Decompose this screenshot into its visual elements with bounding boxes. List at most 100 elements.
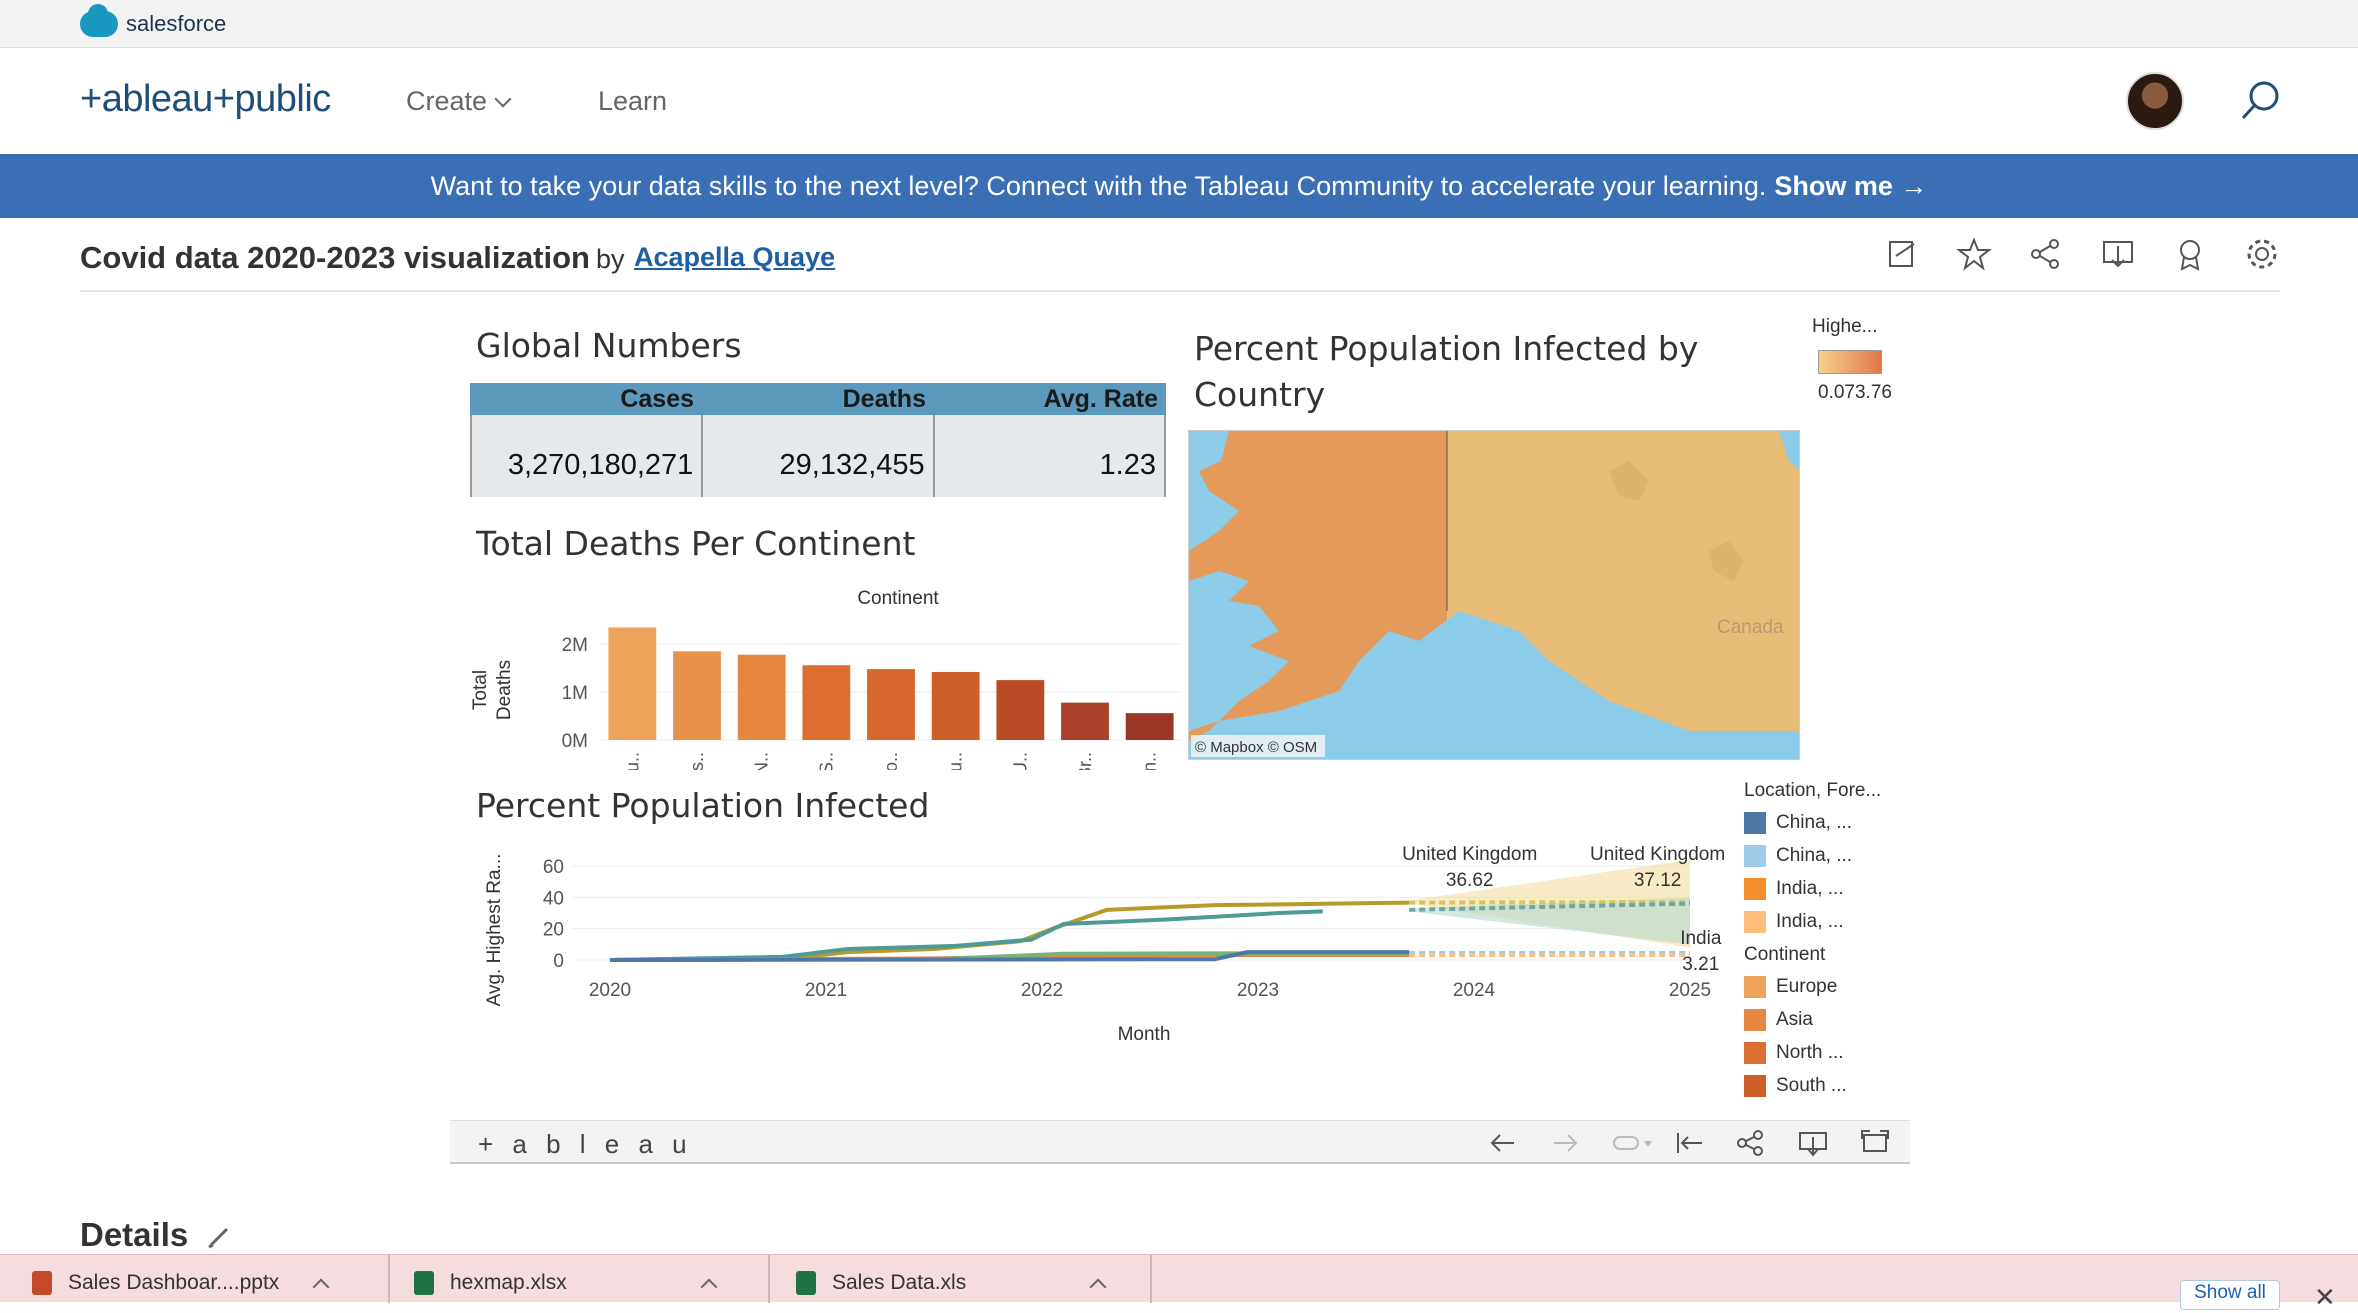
legend-location-items: China, ... China, ... India, ... India, ... — [1744, 806, 1881, 938]
legend-item[interactable]: North ... — [1744, 1036, 1881, 1069]
replay-icon[interactable] — [1612, 1129, 1652, 1157]
bar-column-header: Continent — [857, 588, 939, 609]
legend-item[interactable]: China, ... — [1744, 839, 1881, 872]
map-attribution: © Mapbox © OSM — [1195, 739, 1317, 756]
line-x-tick-label: 2023 — [1237, 980, 1279, 1001]
badge-icon[interactable] — [2172, 236, 2208, 272]
line-chart[interactable]: Avg. Highest Ra... 60 40 20 0 2020 2021 2022 202… — [470, 840, 1790, 1100]
download-icon[interactable] — [2100, 236, 2136, 272]
y-label-word: Total — [470, 670, 491, 710]
settings-gear-icon[interactable] — [2244, 236, 2280, 272]
line-annotation-value: 3.21 — [1682, 954, 1719, 975]
bar-category-label: S.. — [816, 752, 836, 770]
map-legend-values: 0.073.76 — [1818, 382, 1892, 403]
value-deaths[interactable]: 29,132,455 — [703, 415, 935, 497]
viz-title-row: Covid data 2020-2023 visualization by Ac… — [80, 232, 2280, 292]
bar-category-label: U.. — [1010, 752, 1030, 770]
search-icon[interactable] — [2238, 78, 2284, 124]
undo-arrow-icon[interactable] — [1488, 1129, 1518, 1157]
download-item-pptx[interactable]: Sales Dashboar....pptx — [32, 1263, 330, 1303]
map-view[interactable]: Canada © Mapbox © OSM — [1188, 430, 1800, 760]
value-avg-rate[interactable]: 1.23 — [935, 415, 1166, 497]
salesforce-label[interactable]: salesforce — [126, 10, 227, 36]
line-annotation-value: 36.62 — [1446, 870, 1494, 891]
banner-show-me-link[interactable]: Show me → — [1774, 170, 1928, 201]
line-y-tick-label: 0 — [553, 951, 564, 972]
chevron-up-icon[interactable] — [700, 1278, 718, 1296]
show-all-button[interactable]: Show all — [2180, 1280, 2280, 1310]
table-row: 3,270,180,271 29,132,455 1.23 — [470, 415, 1166, 497]
bar-category-label: Eu.. — [946, 752, 966, 770]
download-filename: Sales Dashboar....pptx — [68, 1271, 280, 1294]
download-divider — [388, 1255, 390, 1303]
nav-learn-label: Learn — [598, 86, 668, 116]
nav-learn[interactable]: Learn — [598, 86, 667, 117]
header-deaths: Deaths — [842, 385, 926, 413]
fullscreen-icon[interactable] — [1860, 1129, 1890, 1157]
favorite-star-icon[interactable] — [1956, 236, 1992, 272]
legend-item[interactable]: South ... — [1744, 1069, 1881, 1102]
legend-swatch — [1744, 1041, 1766, 1064]
tableau-public-logo[interactable]: +ableau+public — [80, 78, 331, 121]
by-label: by — [596, 244, 625, 274]
viz-title: Covid data 2020-2023 visualization — [80, 240, 590, 275]
legend-item[interactable]: Asia — [1744, 1003, 1881, 1036]
download-filename: hexmap.xlsx — [450, 1271, 567, 1294]
line-chart-legend: Location, Fore... China, ... China, ... In… — [1744, 774, 1881, 1102]
global-numbers-table: Cases Deaths Avg. Rate 3,270,180,271 29,… — [470, 383, 1166, 497]
viz-toolbar — [1884, 236, 2280, 272]
line-annotation-label: United Kingdom — [1590, 844, 1725, 865]
legend-label: North ... — [1776, 1041, 1844, 1063]
revert-icon[interactable] — [1674, 1129, 1704, 1157]
value-cases[interactable]: 3,270,180,271 — [472, 415, 704, 497]
legend-swatch — [1744, 811, 1766, 834]
line-x-tick-label: 2024 — [1453, 980, 1496, 1001]
nav-create[interactable]: Create — [406, 86, 512, 117]
y-label-word: Deaths — [494, 660, 515, 720]
download-item-xls[interactable]: Sales Data.xls — [796, 1263, 1107, 1303]
tableau-toolbar-logo[interactable]: + a b l e a u — [478, 1129, 693, 1159]
download-divider — [1150, 1255, 1152, 1303]
edit-icon[interactable] — [1884, 236, 1920, 272]
download-item-xlsx[interactable]: hexmap.xlsx — [414, 1263, 718, 1303]
share-icon[interactable] — [2028, 236, 2064, 272]
avatar[interactable] — [2126, 72, 2184, 130]
map-title-line1: Percent Population Infected by — [1194, 329, 1699, 368]
close-icon[interactable]: ✕ — [2314, 1282, 2336, 1312]
bar-category-label: As.. — [687, 752, 707, 770]
map-svg: Canada © Mapbox © OSM — [1189, 431, 1799, 759]
header-cases: Cases — [620, 385, 694, 413]
legend-label: Europe — [1776, 975, 1838, 997]
legend-label: India, ... — [1776, 877, 1844, 899]
bar-y-axis-label: Total Deaths — [470, 660, 515, 720]
nav-create-label: Create — [406, 86, 488, 116]
details-heading: Details — [80, 1216, 233, 1254]
bar — [867, 669, 915, 740]
toolbar-download-icon[interactable] — [1798, 1129, 1828, 1157]
forecast-line-uk-alt — [1409, 901, 1691, 912]
legend-item[interactable]: Europe — [1744, 970, 1881, 1003]
chevron-up-icon[interactable] — [312, 1278, 330, 1296]
bar — [1125, 713, 1174, 740]
author-link[interactable]: Acapella Quaye — [634, 242, 836, 272]
toolbar-share-icon[interactable] — [1736, 1129, 1766, 1157]
legend-item[interactable]: India, ... — [1744, 905, 1881, 938]
line-y-tick-label: 60 — [543, 857, 564, 878]
edit-pencil-icon[interactable] — [207, 1223, 233, 1249]
header-avg-rate: Avg. Rate — [1043, 385, 1158, 413]
downloads-bar: Sales Dashboar....pptx hexmap.xlsx Sales… — [0, 1254, 2358, 1303]
bar-y-tick-label: 1M — [562, 683, 588, 704]
pptx-file-icon — [32, 1271, 52, 1295]
download-filename: Sales Data.xls — [832, 1271, 967, 1294]
legend-item[interactable]: India, ... — [1744, 872, 1881, 905]
bar-chart[interactable]: Continent Total Deaths 2M 1M 0M Eu.. As.. N.. S..… — [470, 580, 1190, 770]
legend-label: Asia — [1776, 1008, 1813, 1030]
series-line-uk-alt — [609, 909, 1323, 962]
chevron-up-icon[interactable] — [1089, 1278, 1107, 1296]
map-title: Percent Population Infected by Country — [1194, 326, 1698, 418]
legend-item[interactable]: China, ... — [1744, 806, 1881, 839]
legend-swatch — [1744, 844, 1766, 867]
download-divider — [768, 1255, 770, 1303]
redo-arrow-icon[interactable] — [1550, 1129, 1580, 1157]
legend-title-location: Location, Fore... — [1744, 780, 1882, 801]
